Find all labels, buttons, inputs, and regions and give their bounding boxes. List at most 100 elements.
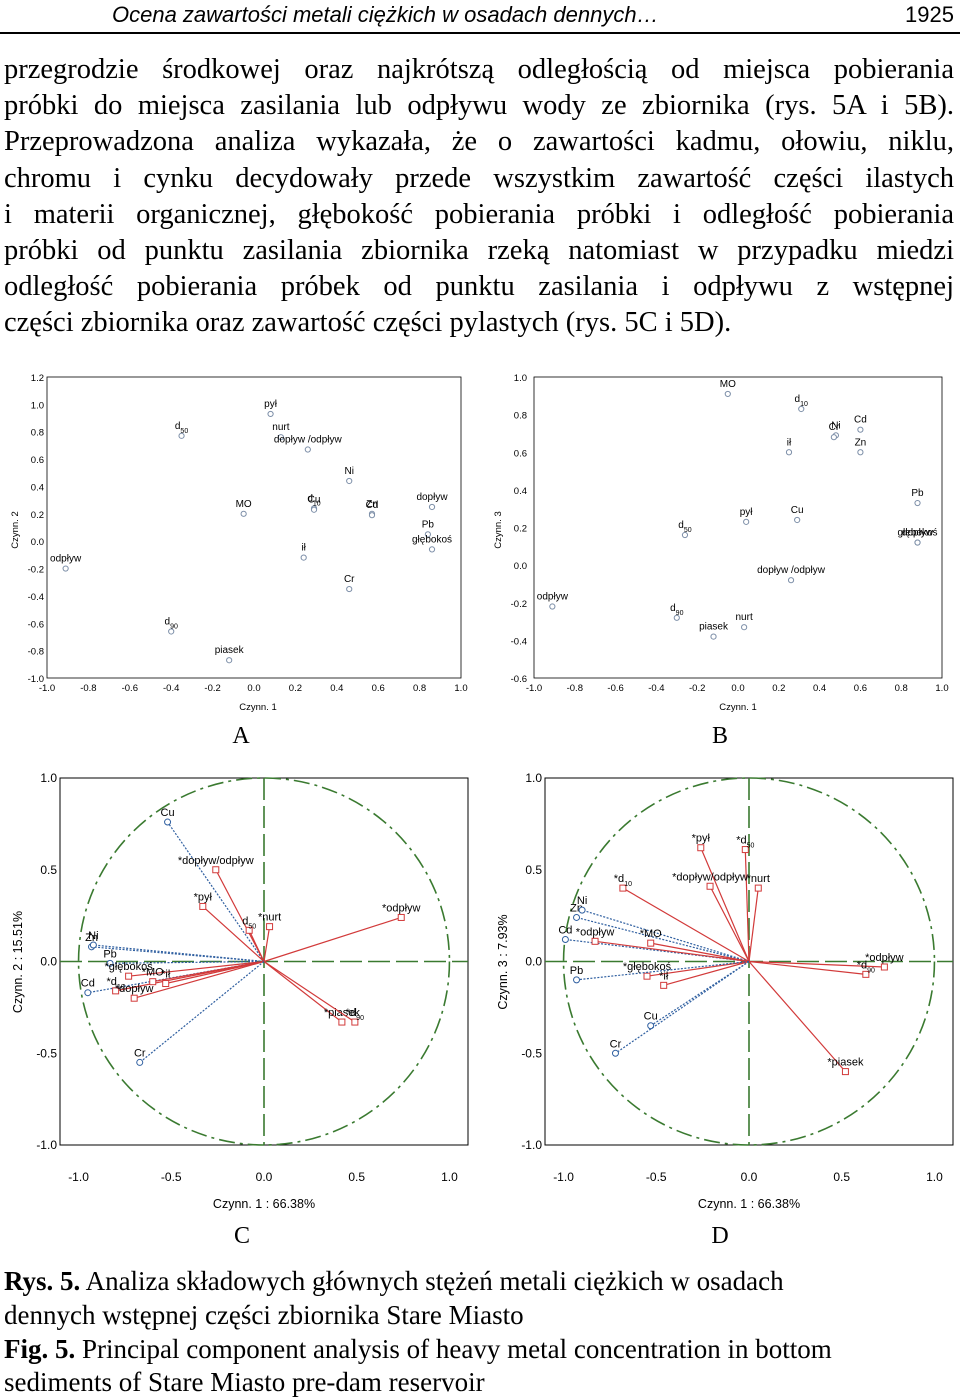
x-tick-label: -0.6	[122, 683, 138, 694]
vector-label: *pył	[692, 833, 711, 845]
vector-end-marker	[338, 1018, 346, 1026]
caption-rys-text-2: dennych wstępnej części zbiornika Stare …	[4, 1300, 524, 1330]
point-label: dopływ	[902, 528, 934, 539]
chart-b: -1.0 -0.8 -0.6 -0.4 -0.2 0.0 0.2 0.4 0.6 0.8 1.0 1.…	[493, 373, 949, 749]
y-tick-label: 0.6	[514, 448, 527, 459]
loading-vector	[263, 961, 356, 1023]
x-tick-label: 0.2	[289, 683, 302, 694]
point-label: Cd	[366, 500, 379, 511]
y-axis-title: Czynn. 3 : 7.93%	[496, 914, 510, 1009]
data-point	[240, 510, 247, 517]
body-paragraph: przegrodzie środkowej oraz najkrótszą od…	[4, 52, 954, 342]
point-label: nurt	[272, 422, 289, 433]
vector-end-marker	[89, 941, 97, 949]
x-axis-title: Czynn. 1	[239, 702, 277, 713]
body-line: Przeprowadzona analiza wykazała, że o za…	[4, 126, 954, 158]
x-tick-label: -1.0	[553, 1170, 574, 1184]
vector-label: *MO	[142, 967, 164, 979]
y-axis-title: Czynn. 3	[493, 511, 504, 549]
x-tick-label: -0.2	[689, 683, 705, 694]
plot-frame	[46, 376, 462, 679]
point-label: Cr	[344, 574, 355, 585]
point-label: Pb	[422, 519, 435, 530]
y-tick-label: 0.2	[31, 510, 44, 521]
data-point	[267, 410, 274, 418]
y-tick-label: -1.0	[521, 1138, 542, 1152]
point-label: MO	[720, 379, 736, 390]
data-point	[428, 546, 436, 553]
vector-end-marker	[130, 994, 138, 1002]
correlation-circle	[77, 777, 451, 1146]
y-tick-label: 0.6	[31, 455, 44, 466]
vector-end-marker	[706, 882, 714, 890]
point-label: dopływ /odpływ	[274, 435, 343, 446]
vector-end-marker	[397, 913, 405, 921]
point-label: Ni	[344, 466, 353, 477]
x-tick-label: 0.0	[247, 683, 260, 694]
data-point	[368, 512, 376, 519]
correlation-circle	[562, 777, 936, 1146]
body-line: i materii organicznej, głębokość pobiera…	[4, 198, 954, 230]
vector-label: *odpływ	[865, 952, 904, 964]
vector-end-marker	[591, 937, 599, 945]
vector-end-marker	[164, 818, 172, 826]
point-label: głębokoś	[898, 528, 938, 539]
data-point	[914, 539, 921, 546]
y-tick-label: 0.5	[525, 863, 542, 877]
data-point	[346, 585, 353, 593]
loading-vector	[615, 961, 750, 1054]
x-axis-title: Czynn. 1 : 66.38%	[698, 1197, 800, 1211]
x-tick-label: 0.4	[330, 683, 343, 694]
y-axis-title: Czynn. 2 : 15.51%	[11, 911, 25, 1013]
x-tick-label: -1.0	[68, 1170, 89, 1184]
loading-vector	[134, 960, 265, 999]
vector-end-marker	[754, 884, 762, 892]
x-tick-label: -0.6	[607, 683, 623, 694]
point-label: Zn	[366, 499, 378, 510]
point-label: Pb	[911, 488, 924, 499]
point-label: pył	[264, 399, 278, 410]
vector-label: Cr	[134, 1047, 146, 1059]
vector-end-marker	[199, 902, 207, 910]
y-tick-label: 1.0	[514, 373, 527, 384]
y-tick-label: -0.2	[511, 599, 527, 610]
x-tick-label: -0.5	[161, 1170, 182, 1184]
loading-vector	[167, 821, 265, 962]
data-point	[857, 449, 864, 456]
vector-label: Pb	[103, 948, 116, 960]
y-tick-label: -0.5	[36, 1046, 57, 1060]
x-tick-label: -0.4	[163, 683, 179, 694]
x-axis-title: Czynn. 1 : 66.38%	[213, 1197, 315, 1211]
data-point	[798, 405, 805, 413]
vector-end-marker	[660, 981, 668, 989]
loading-vector	[263, 926, 271, 962]
caption-rys-label: Rys. 5.	[4, 1266, 81, 1296]
point-label: MO	[236, 499, 252, 510]
x-tick-label: 1.0	[454, 683, 467, 694]
point-label: Cu	[308, 495, 321, 506]
y-tick-label: 1.0	[31, 400, 44, 411]
vector-label: *piasek	[827, 1057, 864, 1069]
caption-pl-line1: Rys. 5. Analiza składowych głównych stęż…	[4, 1265, 784, 1298]
data-point	[741, 624, 748, 631]
vector-end-marker	[162, 980, 170, 988]
vector-label: Ni	[577, 895, 587, 907]
loading-vector	[165, 960, 265, 985]
caption-fig-text-2: sediments of Stare Miasto pre-dam reserv…	[4, 1367, 485, 1397]
data-point	[178, 432, 185, 439]
vector-label: *dopływ	[115, 983, 154, 995]
vector-end-marker	[136, 1058, 144, 1066]
vector-end-marker	[741, 846, 749, 854]
data-point	[673, 614, 680, 621]
data-point	[62, 565, 69, 572]
x-tick-label: 0.0	[731, 683, 744, 694]
point-label: piasek	[699, 622, 729, 633]
point-label: piasek	[215, 645, 245, 656]
y-tick-label: 0.4	[514, 486, 527, 497]
data-point	[710, 633, 717, 640]
data-point	[310, 506, 318, 513]
caption-fig-label: Fig. 5.	[4, 1334, 76, 1364]
panel-letter: C	[234, 1223, 250, 1249]
body-line: chromu i cynku decydowały przede wszystk…	[4, 162, 954, 194]
